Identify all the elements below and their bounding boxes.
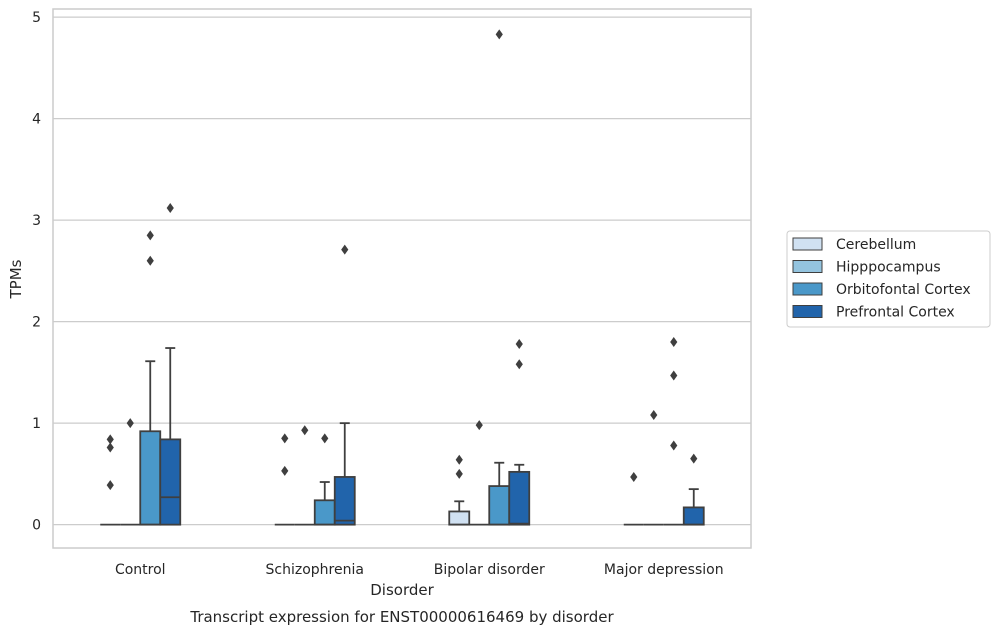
box-body <box>139 430 162 526</box>
box-body <box>333 476 356 526</box>
outlier-point <box>690 453 698 464</box>
legend-swatch <box>792 237 823 251</box>
outlier-point <box>106 434 114 445</box>
x-tick-label: Major depression <box>604 562 724 578</box>
outlier-point <box>106 480 114 491</box>
outlier-point <box>166 202 174 213</box>
plot-frame <box>52 8 752 549</box>
y-tick-labels: 0 1 2 3 4 5 <box>32 10 41 534</box>
outlier-point <box>455 468 463 479</box>
outlier-point <box>126 418 134 429</box>
legend-label: Prefrontal Cortex <box>836 305 955 321</box>
outlier-point <box>670 440 678 451</box>
y-tick-label: 3 <box>32 213 41 229</box>
box-plot <box>274 433 295 526</box>
outlier-point <box>146 255 154 266</box>
box-plot <box>469 420 490 526</box>
box-body <box>488 485 511 526</box>
legend: Cerebellum Hipppocampus Orbitofontal Corte… <box>786 230 991 328</box>
box-plot <box>313 433 336 526</box>
box-plot <box>663 336 684 526</box>
box-plot <box>682 453 705 526</box>
legend-swatch <box>792 282 823 296</box>
y-tick-label: 1 <box>32 416 41 432</box>
y-tick-label: 2 <box>32 315 41 331</box>
outlier-point <box>515 359 523 370</box>
y-axis-title: TPMs <box>7 259 25 299</box>
outlier-point <box>106 442 114 453</box>
outlier-point <box>281 465 289 476</box>
x-tick-label: Control <box>115 562 166 578</box>
outlier-point <box>630 471 638 482</box>
box-plot <box>508 338 531 526</box>
box-body <box>313 499 336 526</box>
outlier-point <box>455 454 463 465</box>
outlier-point <box>670 370 678 381</box>
outlier-point <box>146 230 154 241</box>
x-tick-labels: Control Schizophrenia Bipolar disorder Majo… <box>115 562 724 578</box>
box-body <box>448 510 471 526</box>
legend-label: Orbitofontal Cortex <box>836 282 971 298</box>
outlier-point <box>495 29 503 40</box>
legend-label: Cerebellum <box>836 237 916 253</box>
outlier-point <box>321 433 329 444</box>
x-axis-title: Disorder <box>370 581 434 599</box>
box-plot <box>333 244 356 526</box>
box-body <box>159 438 182 526</box>
box-plot <box>643 410 664 526</box>
boxes <box>100 29 705 526</box>
outlier-point <box>670 336 678 347</box>
box-plot <box>623 471 644 526</box>
legend-swatch <box>792 305 823 318</box>
box-body <box>508 470 531 526</box>
legend-label: Hipppocampus <box>836 260 941 276</box>
x-tick-label: Bipolar disorder <box>434 562 545 578</box>
outlier-point <box>281 433 289 444</box>
outlier-point <box>475 420 483 431</box>
y-tick-label: 0 <box>32 518 41 534</box>
y-tick-label: 5 <box>32 10 41 26</box>
chart-caption: Transcript expression for ENST0000061646… <box>189 608 614 626</box>
box-plot <box>139 230 162 526</box>
x-tick-label: Schizophrenia <box>266 562 364 578</box>
box-plot <box>488 29 511 526</box>
box-body <box>682 506 705 526</box>
box-plot <box>159 202 182 526</box>
box-plot <box>120 418 141 526</box>
box-plot <box>294 425 315 526</box>
box-plot <box>448 454 471 526</box>
outlier-point <box>650 410 658 421</box>
outlier-point <box>301 425 309 436</box>
outlier-point <box>515 338 523 349</box>
legend-swatch <box>792 260 823 273</box>
outlier-point <box>341 244 349 255</box>
legend-frame <box>786 230 991 328</box>
box-plot <box>100 434 121 526</box>
y-tick-label: 4 <box>32 112 41 128</box>
